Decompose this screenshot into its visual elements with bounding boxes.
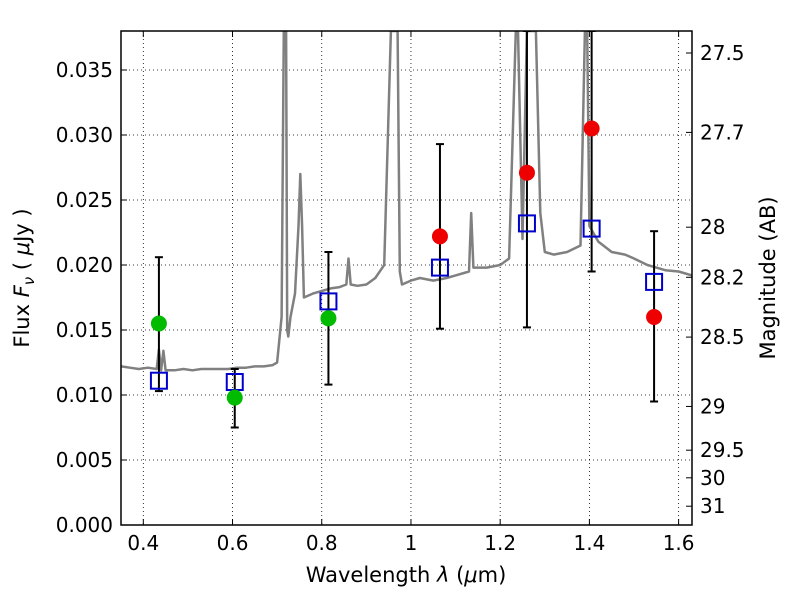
measurement-circle-point	[431, 228, 448, 245]
model-square-point	[517, 214, 536, 233]
model-square-point	[319, 292, 338, 311]
spectrum-line	[121, 31, 692, 372]
grid-lines	[121, 31, 692, 526]
measurement-circle-point	[150, 315, 167, 332]
measurement-circle-point	[646, 309, 663, 325]
y2-tick-label: 31	[700, 494, 725, 518]
y-tick-label: 0.005	[56, 448, 113, 472]
y2-tick-label: 27.5	[700, 41, 745, 65]
y-tick-label: 0.020	[56, 253, 113, 277]
tick-marks: 0.4 0.6 0.8 1 1.2 1.4 1.6 0.000 0.005 0.010 0.015 0…	[56, 31, 745, 555]
y2-tick-label: 27.7	[700, 120, 745, 144]
model-square-point	[645, 272, 664, 291]
measurement-circle-point	[518, 164, 535, 181]
x-tick-label: 1	[405, 531, 418, 555]
y-tick-label: 0.035	[56, 58, 113, 82]
y-tick-label: 0.030	[56, 123, 113, 147]
y-tick-label: 0.015	[56, 318, 113, 342]
x-tick-label: 0.4	[127, 531, 159, 555]
model-square-point	[582, 219, 601, 238]
x-axis-title: Wavelength λ (μm)	[306, 563, 507, 587]
y-tick-label: 0.025	[56, 188, 113, 212]
plot-frame	[120, 30, 693, 526]
y2-tick-label: 29	[700, 394, 725, 418]
y2-tick-label: 28	[700, 215, 725, 239]
y2-axis-title: Magnitude (AB)	[756, 196, 780, 359]
y2-tick-label: 29.5	[700, 438, 745, 462]
x-tick-label: 0.8	[306, 531, 338, 555]
model-square-point	[430, 258, 449, 277]
y2-tick-label: 28.5	[700, 325, 745, 349]
y2-tick-label: 28.2	[700, 265, 745, 289]
plot-area	[121, 31, 692, 429]
measurement-circle-point	[583, 120, 600, 137]
y2-tick-label: 30	[700, 466, 725, 490]
measurement-circle-point	[320, 310, 337, 327]
y-tick-label: 0.000	[56, 513, 113, 537]
measurement-circle-point	[226, 389, 243, 406]
x-tick-label: 1.4	[573, 531, 605, 555]
y-tick-label: 0.010	[56, 383, 113, 407]
x-tick-label: 0.6	[217, 531, 249, 555]
x-tick-label: 1.2	[484, 531, 516, 555]
model-square-point	[149, 371, 168, 390]
x-tick-label: 1.6	[663, 531, 695, 555]
y-axis-title: Flux Fν ( μJy )	[10, 208, 38, 347]
